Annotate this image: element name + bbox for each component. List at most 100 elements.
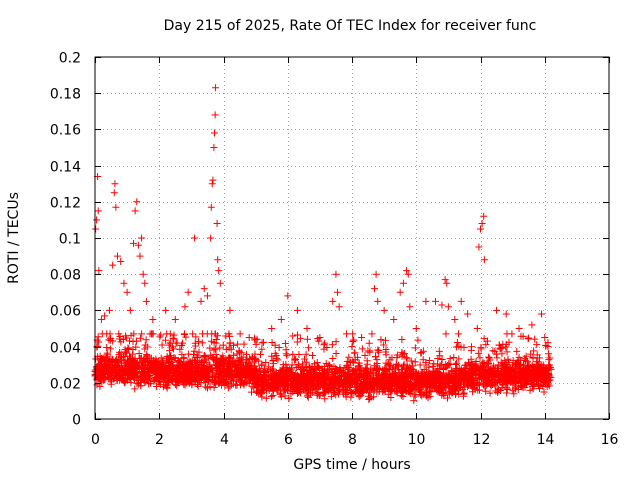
data-point [283, 352, 291, 360]
data-point [374, 348, 382, 356]
data-point [197, 297, 205, 305]
data-point [180, 376, 188, 384]
data-point [400, 360, 408, 368]
data-point [257, 388, 265, 396]
data-point [166, 339, 174, 347]
data-point [218, 355, 226, 363]
data-point [352, 376, 360, 384]
data-point [105, 306, 113, 314]
data-point [142, 336, 150, 344]
data-point [363, 357, 371, 365]
data-point [482, 341, 490, 349]
data-point [219, 341, 227, 349]
y-tick-label: 0.14 [50, 160, 81, 176]
data-point [541, 334, 549, 342]
data-point [262, 379, 270, 387]
data-point [361, 374, 369, 382]
data-point [374, 297, 382, 305]
data-point [519, 371, 527, 379]
data-point [146, 379, 154, 387]
data-point [112, 203, 120, 211]
data-point [109, 337, 117, 345]
data-point [105, 357, 113, 365]
data-point [524, 373, 532, 381]
data-point [211, 378, 219, 386]
data-point [201, 369, 209, 377]
data-point [445, 383, 453, 391]
data-point [514, 369, 522, 377]
data-point [370, 285, 378, 293]
data-point [285, 394, 293, 402]
data-point [483, 360, 491, 368]
data-point [264, 382, 272, 390]
x-tick-label: 8 [348, 432, 357, 448]
data-point [385, 372, 393, 380]
data-point [358, 389, 366, 397]
data-point [222, 345, 230, 353]
data-point [480, 375, 488, 383]
data-point [478, 362, 486, 370]
data-point [225, 344, 233, 352]
data-point [480, 335, 488, 343]
data-point [419, 369, 427, 377]
data-point [364, 347, 372, 355]
data-point [425, 357, 433, 365]
data-point [192, 368, 200, 376]
data-point [330, 380, 338, 388]
data-point [373, 356, 381, 364]
data-point [407, 372, 415, 380]
data-point [503, 375, 511, 383]
data-point [452, 359, 460, 367]
data-point [529, 354, 537, 362]
data-point [544, 343, 552, 351]
data-point [346, 376, 354, 384]
data-point [130, 239, 138, 247]
data-point [433, 388, 441, 396]
data-point [122, 334, 130, 342]
data-point [503, 348, 511, 356]
data-point [122, 348, 130, 356]
data-point [117, 338, 125, 346]
data-point [287, 365, 295, 373]
data-point [107, 366, 115, 374]
data-point [120, 352, 128, 360]
data-point [191, 377, 199, 385]
data-point [434, 387, 442, 395]
data-point [163, 384, 171, 392]
data-point [293, 306, 301, 314]
data-point [296, 335, 304, 343]
data-point [94, 207, 102, 215]
data-point [404, 364, 412, 372]
data-point [141, 341, 149, 349]
data-point [380, 306, 388, 314]
x-tick-label: 16 [601, 432, 619, 448]
data-point [457, 343, 465, 351]
data-point [436, 375, 444, 383]
data-point [475, 243, 483, 251]
data-point [382, 351, 390, 359]
data-point [131, 207, 139, 215]
data-point [115, 330, 123, 338]
data-point [320, 345, 328, 353]
data-point [237, 349, 245, 357]
data-point [343, 330, 351, 338]
data-point [397, 372, 405, 380]
data-point [169, 345, 177, 353]
data-point [173, 366, 181, 374]
data-point [366, 348, 374, 356]
data-point [248, 388, 256, 396]
data-point [502, 310, 510, 318]
data-point [105, 336, 113, 344]
data-point [513, 347, 521, 355]
data-point [521, 378, 529, 386]
data-point [493, 354, 501, 362]
data-point [134, 241, 142, 249]
data-point [464, 381, 472, 389]
data-point [270, 360, 278, 368]
data-point [355, 359, 363, 367]
data-point [291, 355, 299, 363]
data-point [365, 388, 373, 396]
data-point [113, 376, 121, 384]
data-point [535, 382, 543, 390]
data-point [372, 370, 380, 378]
